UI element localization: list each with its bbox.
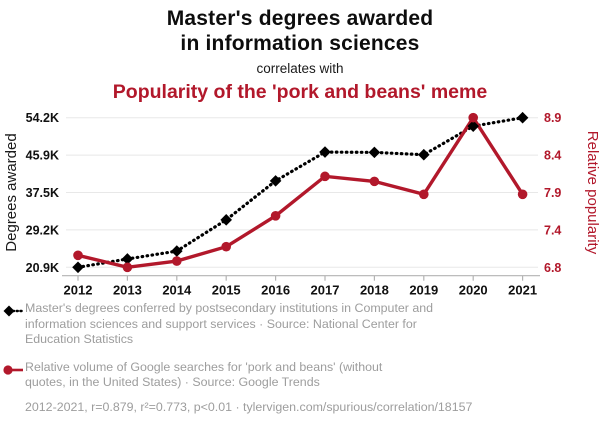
- pork-and-beans-searches-data-point: [270, 211, 281, 221]
- left-axis-tick-label: 45.9K: [26, 149, 59, 163]
- chart-subtitle: Popularity of the 'pork and beans' meme: [112, 81, 488, 103]
- pork-and-beans-searches-data-point: [122, 262, 133, 273]
- legend-searches-line-2: quotes, in the United States) · Source: …: [25, 375, 320, 389]
- degrees-awarded-data-point: [319, 146, 331, 158]
- pork-and-beans-searches-line: [77, 114, 525, 270]
- right-axis-tick-label: 8.4: [544, 149, 561, 163]
- left-axis-tick-label: 54.2K: [26, 111, 59, 125]
- legend: Master's degrees conferred by postsecond…: [3, 301, 597, 415]
- correlates-with-text: correlates with: [256, 61, 344, 76]
- pork-and-beans-searches-data-point: [73, 250, 83, 261]
- degrees-awarded-data-point: [269, 175, 282, 187]
- pork-and-beans-searches-data-point: [369, 176, 380, 187]
- degrees-awarded-data-point: [516, 111, 529, 124]
- pork-and-beans-searches-data-point: [419, 189, 429, 200]
- legend-degrees-line-2: information sciences and support service…: [25, 316, 417, 331]
- pork-and-beans-searches-data-point: [320, 171, 330, 182]
- legend-item-degrees: Master's degrees conferred by postsecond…: [3, 301, 597, 348]
- x-tick-label: 2012: [64, 283, 93, 298]
- degrees-awarded-line: [76, 116, 525, 269]
- right-axis-tick-label: 6.8: [544, 261, 561, 275]
- page-title-line-2: in information sciences: [180, 32, 420, 55]
- degrees-awarded-data-point: [220, 214, 232, 226]
- x-tick-label: 2021: [508, 283, 537, 298]
- searches-series-legend-icon: [3, 363, 23, 381]
- x-tick-label: 2018: [360, 283, 389, 298]
- degrees-awarded-data-point: [418, 148, 430, 161]
- chart-header: Master's degrees awarded in information …: [0, 0, 600, 103]
- pork-and-beans-searches-data-point: [468, 112, 479, 123]
- degrees-awarded-data-point: [368, 146, 381, 159]
- degrees-awarded-data-point: [72, 261, 84, 274]
- legend-searches-line-1: Relative volume of Google searches for '…: [25, 359, 383, 374]
- y-axis-label-left: Degrees awarded: [3, 133, 20, 251]
- legend-degrees-line-3: Education Statistics: [25, 332, 134, 346]
- chart-plot-area: 2012 2013 2014 2015 2016 2017 2018 2019 2020 2021…: [0, 100, 600, 300]
- degrees-awarded-data-point: [121, 253, 134, 265]
- pork-and-beans-searches-data-point: [172, 256, 182, 266]
- x-tick-label: 2014: [162, 283, 192, 298]
- right-axis-tick-label: 7.4: [544, 223, 561, 237]
- right-axis-tick-label: 7.9: [544, 186, 561, 200]
- y-axis-label-right: Relative popularity: [584, 131, 600, 255]
- pork-and-beans-searches-data-point: [517, 189, 528, 200]
- x-tick-label: 2013: [113, 283, 142, 298]
- x-tick-label: 2016: [261, 283, 290, 298]
- left-axis-tick-label: 29.2K: [26, 223, 59, 237]
- left-axis-tick-label: 20.9K: [26, 261, 59, 275]
- legend-degrees-line-1: Master's degrees conferred by postsecond…: [25, 301, 434, 315]
- legend-item-text-degrees: Master's degrees conferred by postsecond…: [25, 301, 433, 348]
- degrees-series-legend-icon: [3, 304, 25, 322]
- pork-and-beans-searches-data-point: [221, 241, 231, 252]
- x-tick-label: 2019: [409, 283, 438, 298]
- degrees-awarded-data-point: [171, 245, 183, 257]
- x-tick-label: 2015: [212, 283, 241, 298]
- page-title-line-1: Master's degrees awarded: [166, 7, 434, 30]
- dual-axis-line-chart: 2012 2013 2014 2015 2016 2017 2018 2019 2020 2021…: [3, 111, 600, 298]
- footer-stats: 2012-2021, r=0.879, r²=0.773, p<0.01 · t…: [25, 399, 473, 414]
- left-axis-tick-label: 37.5K: [26, 186, 59, 200]
- right-axis-tick-label: 8.9: [544, 111, 561, 125]
- x-tick-label: 2017: [311, 283, 340, 298]
- legend-item-text-searches: Relative volume of Google searches for '…: [25, 360, 382, 391]
- x-tick-label: 2020: [459, 283, 488, 298]
- legend-item-searches: Relative volume of Google searches for '…: [3, 360, 597, 391]
